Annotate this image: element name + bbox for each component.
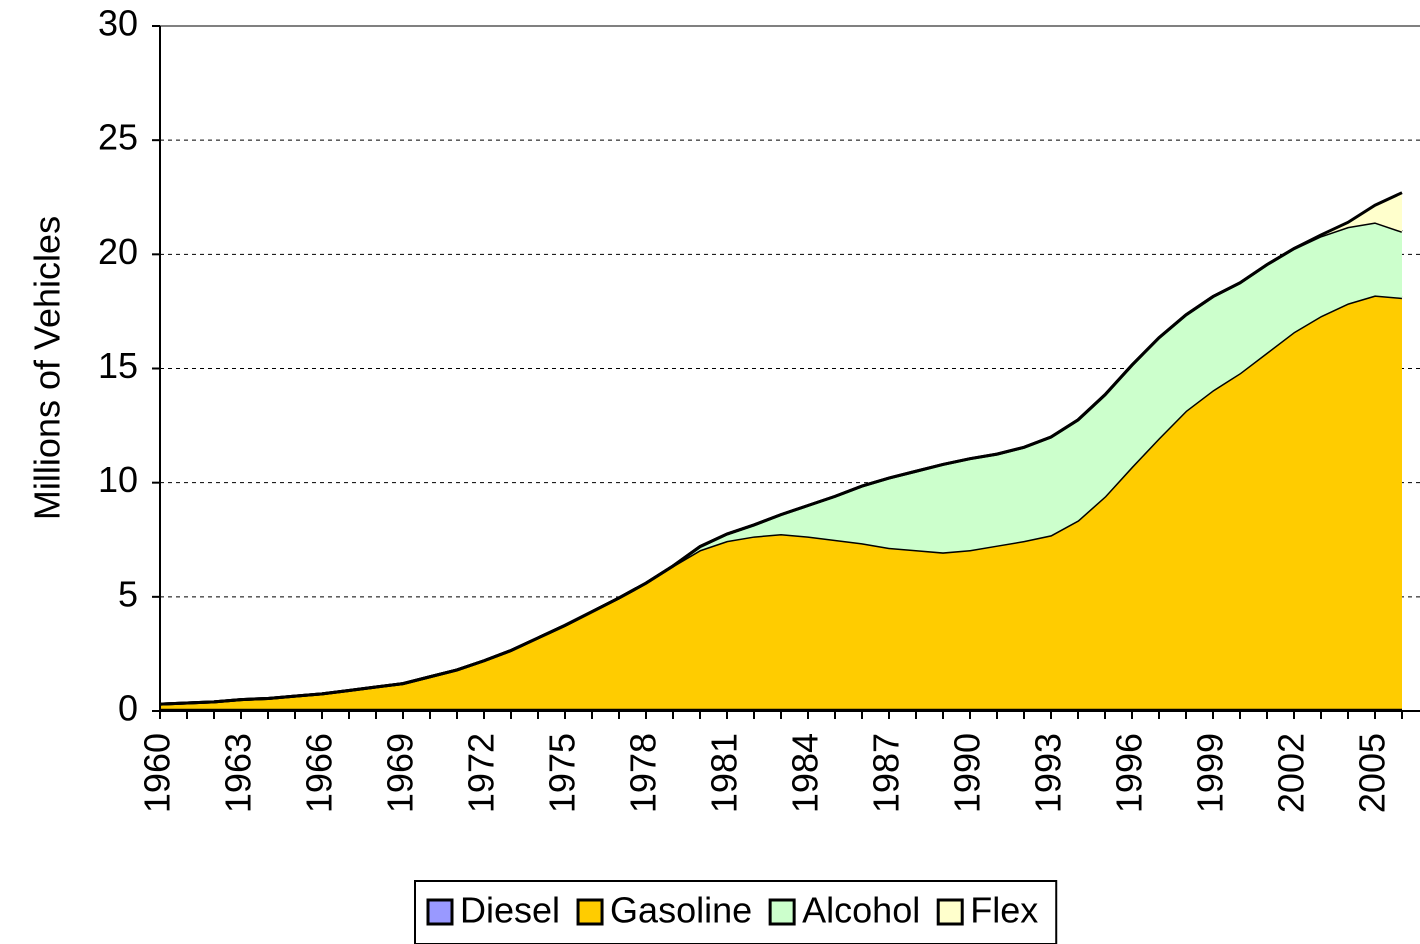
area — [160, 222, 1402, 705]
legend-label: Alcohol — [802, 890, 920, 931]
x-tick-label: 1978 — [623, 733, 664, 813]
x-tick-label: 2002 — [1271, 733, 1312, 813]
y-tick-label: 25 — [98, 117, 138, 158]
y-tick-label: 0 — [118, 688, 138, 729]
x-tick-label: 1963 — [218, 733, 259, 813]
y-tick-label: 30 — [98, 3, 138, 44]
area-edge — [159, 191, 1403, 706]
area — [160, 295, 1402, 709]
legend-swatch — [936, 898, 964, 926]
x-tick-label: 1999 — [1190, 733, 1231, 813]
legend-label: Gasoline — [610, 890, 752, 931]
y-tick-label: 5 — [118, 573, 138, 614]
legend-label: Flex — [970, 890, 1038, 931]
x-tick-label: 1960 — [137, 733, 178, 813]
legend: Diesel Gasoline Alcohol Flex — [414, 880, 1058, 944]
x-tick-label: 1981 — [704, 733, 745, 813]
x-tick-label: 2005 — [1352, 733, 1393, 813]
y-tick-label: 15 — [98, 345, 138, 386]
legend-swatch — [768, 898, 796, 926]
x-tick-label: 1975 — [542, 733, 583, 813]
y-tick-label: 10 — [98, 459, 138, 500]
y-tick-label: 20 — [98, 231, 138, 272]
x-tick-label: 1969 — [380, 733, 421, 813]
legend-label: Diesel — [460, 890, 560, 931]
x-tick-label: 1987 — [866, 733, 907, 813]
legend-swatch — [426, 898, 454, 926]
legend-swatch — [576, 898, 604, 926]
x-tick-label: 1990 — [947, 733, 988, 813]
x-tick-label: 1972 — [461, 733, 502, 813]
x-tick-label: 1966 — [299, 733, 340, 813]
x-tick-label: 1996 — [1109, 733, 1150, 813]
y-axis-label: Millions of Vehicles — [27, 216, 68, 520]
x-tick-label: 1984 — [785, 733, 826, 813]
x-tick-label: 1993 — [1028, 733, 1069, 813]
